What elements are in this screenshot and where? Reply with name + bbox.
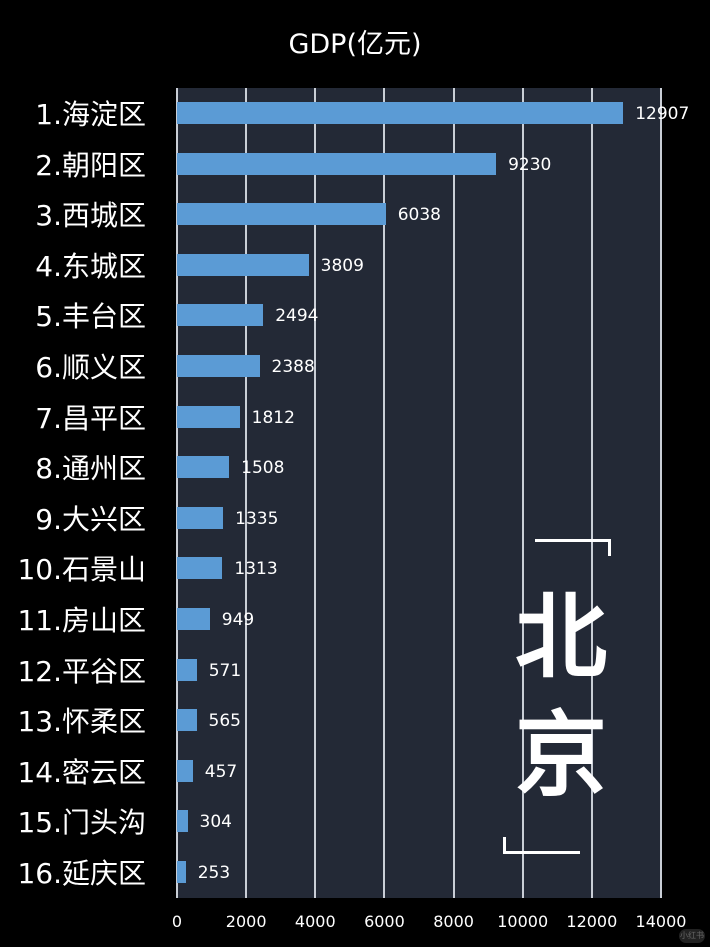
category-label: 5.丰台区 bbox=[35, 300, 146, 334]
annotation-jing: 京 bbox=[515, 702, 608, 809]
bar bbox=[177, 658, 197, 681]
bracket-bottom-hook bbox=[503, 837, 506, 854]
gridline bbox=[660, 88, 662, 898]
category-label: 15.门头沟 bbox=[17, 806, 146, 840]
value-label: 1313 bbox=[234, 559, 278, 580]
value-label: 9230 bbox=[508, 154, 552, 175]
value-label: 2494 bbox=[275, 306, 319, 327]
bar bbox=[177, 102, 624, 124]
bar bbox=[177, 405, 240, 428]
bar bbox=[177, 709, 197, 732]
value-label: 304 bbox=[199, 812, 232, 833]
value-label: 1335 bbox=[235, 508, 279, 529]
bar bbox=[177, 557, 223, 580]
gridline bbox=[176, 88, 178, 898]
x-tick-label: 2000 bbox=[225, 912, 267, 931]
bracket-bottom-line bbox=[503, 851, 580, 854]
bracket-top-line bbox=[535, 539, 611, 542]
category-label: 16.延庆区 bbox=[17, 857, 146, 890]
category-label: 6.顺义区 bbox=[35, 351, 146, 384]
value-label: 571 bbox=[208, 660, 242, 681]
x-tick-label: 4000 bbox=[294, 912, 336, 931]
value-label: 949 bbox=[221, 610, 255, 630]
value-label: 3809 bbox=[320, 255, 364, 276]
category-label: 8.通州区 bbox=[35, 452, 146, 486]
x-tick-label: 14000 bbox=[635, 912, 687, 931]
bracket-top-hook bbox=[608, 539, 611, 556]
gridline bbox=[452, 88, 455, 898]
gridline bbox=[314, 88, 317, 898]
bar bbox=[177, 810, 188, 833]
value-label: 1812 bbox=[251, 407, 295, 428]
x-tick-label: 8000 bbox=[433, 912, 474, 931]
gridline bbox=[521, 88, 524, 898]
x-tick-label: 0 bbox=[171, 912, 183, 931]
gridline bbox=[383, 88, 386, 898]
category-label: 13.怀柔区 bbox=[17, 705, 146, 739]
watermark: 小红书 bbox=[679, 929, 705, 943]
category-label: 11.房山区 bbox=[17, 604, 146, 637]
value-label: 12907 bbox=[635, 104, 690, 124]
category-label: 1.海淀区 bbox=[35, 98, 146, 131]
category-label: 10.石景山 bbox=[17, 553, 146, 587]
x-tick-label: 12000 bbox=[566, 912, 618, 931]
bar bbox=[177, 203, 386, 226]
annotation-bei: 北 bbox=[515, 584, 608, 691]
gridline bbox=[590, 88, 593, 898]
bar bbox=[177, 861, 186, 883]
category-label: 9.大兴区 bbox=[35, 502, 146, 536]
chart-title: GDP(亿元) bbox=[288, 29, 422, 60]
bar bbox=[177, 304, 264, 327]
value-label: 2388 bbox=[271, 357, 315, 377]
bar bbox=[177, 152, 497, 175]
value-label: 6038 bbox=[397, 205, 441, 226]
bar bbox=[177, 253, 309, 276]
category-label: 3.西城区 bbox=[35, 199, 146, 233]
value-label: 457 bbox=[204, 761, 238, 782]
x-tick-label: 10000 bbox=[497, 912, 549, 931]
gridline bbox=[245, 88, 248, 898]
category-label: 12.平谷区 bbox=[17, 654, 146, 688]
bar bbox=[177, 506, 224, 529]
bar bbox=[177, 355, 260, 377]
category-label: 4.东城区 bbox=[35, 249, 146, 283]
value-label: 1508 bbox=[241, 458, 285, 479]
value-label: 565 bbox=[208, 711, 241, 732]
category-label: 7.昌平区 bbox=[35, 401, 146, 435]
x-tick-label: 6000 bbox=[364, 912, 405, 931]
value-label: 253 bbox=[197, 863, 231, 883]
category-label: 2.朝阳区 bbox=[35, 148, 146, 182]
category-label: 14.密云区 bbox=[17, 755, 146, 789]
plot-area: 12907 9230 6038 3809 2494 2388 1812 1508 1335 131… bbox=[176, 88, 689, 898]
bar bbox=[177, 456, 230, 479]
bar bbox=[177, 608, 210, 630]
bar bbox=[177, 759, 193, 782]
